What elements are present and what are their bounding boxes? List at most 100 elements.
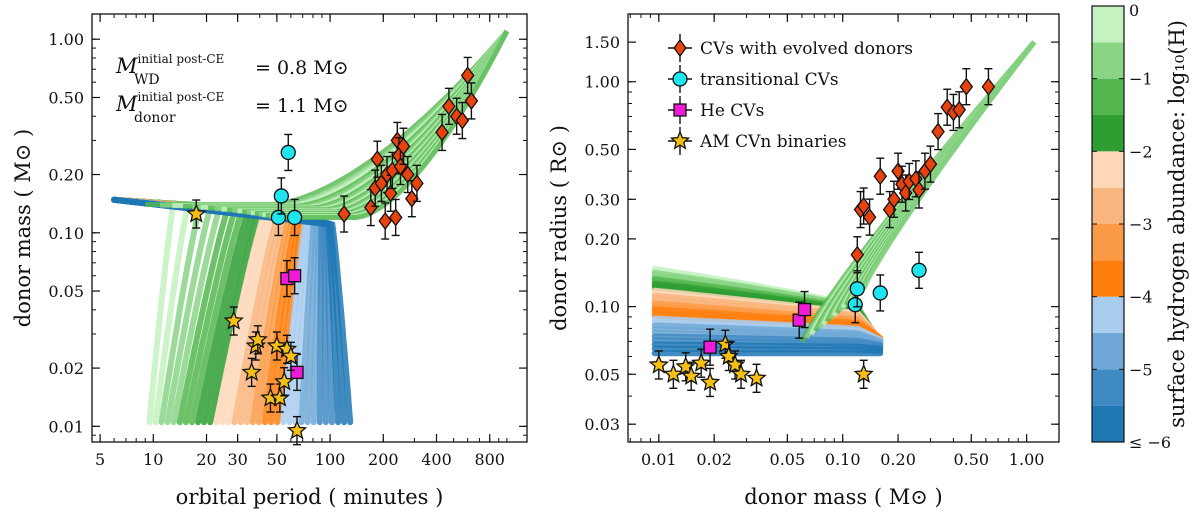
data-point-diamond — [405, 189, 419, 208]
data-point-square — [287, 269, 302, 283]
annotation-wd-mass: Minitial post-CE — [115, 52, 224, 78]
colorbar-bin — [1092, 333, 1124, 370]
colorbar-bin — [1092, 6, 1124, 43]
data-point-diamond — [981, 77, 996, 96]
plot-frame — [627, 13, 1060, 443]
colorbar: 0 −1 −2 −3 −4 −5 ≤ −6 surface hydrogen abundan… — [1091, 1, 1189, 452]
x-tick-label: 800 — [474, 450, 505, 469]
data-point-star — [663, 363, 684, 384]
x-tick-label: 5 — [95, 450, 105, 469]
annotation-wd-sub: WD — [134, 72, 160, 88]
data-point-diamond — [410, 174, 424, 193]
x-tick-label: 400 — [421, 450, 452, 469]
data-point-diamond — [887, 190, 901, 209]
annotation-donor-value: = 1.1 M⊙ — [255, 95, 349, 117]
colorbar-bin — [1092, 187, 1124, 224]
data-point-circle — [270, 209, 287, 226]
x-tick-label: 0.50 — [953, 450, 989, 469]
left-panel: 5 10 20 30 50 100 200 400 800 0.01 0.02 0.05 0.10 0.2… — [11, 13, 528, 509]
x-tick-label: 0.05 — [770, 450, 806, 469]
data-point-diamond — [856, 196, 871, 216]
data-point-diamond — [400, 165, 415, 184]
anno1-main: M — [115, 54, 138, 78]
y-tick-label: 0.10 — [584, 298, 620, 317]
data-point-circle — [872, 285, 888, 301]
left-data-points — [186, 56, 479, 446]
data-point-diamond — [952, 100, 967, 119]
colorbar-label: surface hydrogen abundance: log₁₀(H) — [1165, 20, 1189, 428]
data-point-star — [286, 419, 308, 440]
y-tick-label: 0.01 — [48, 417, 84, 436]
y-tick-label: 0.20 — [48, 166, 84, 185]
data-point-circle — [911, 262, 927, 278]
y-tick-label: 0.20 — [584, 230, 620, 249]
right-y-axis-title: donor radius ( R⊙ ) — [547, 125, 571, 331]
data-point-circle — [280, 144, 296, 161]
colorbar-tick-label: 0 — [1129, 1, 1139, 20]
colorbar-tick-label: ≤ −6 — [1129, 433, 1171, 452]
colorbar-bin — [1092, 224, 1124, 261]
data-point-star — [273, 370, 295, 391]
left-annotation: Minitial post-CE WD = 0.8 M⊙ Minitial po… — [115, 52, 349, 126]
y-tick-label: 0.50 — [48, 88, 84, 107]
annotation-wd-value: = 0.8 M⊙ — [255, 57, 349, 79]
colorbar-bin — [1092, 296, 1124, 333]
data-point-square — [290, 365, 304, 380]
data-point-diamond — [464, 91, 479, 111]
data-point-square — [703, 340, 717, 354]
y-tick-label: 1.00 — [48, 30, 84, 49]
left-ticks: 5 10 20 30 50 100 200 400 800 0.01 0.02 0.05 0.10 0.2… — [48, 14, 527, 469]
anno1-sup: initial post-CE — [138, 52, 225, 66]
data-point-circle — [273, 188, 289, 204]
data-point-circle — [849, 281, 865, 297]
colorbar-tick-label: −2 — [1129, 142, 1153, 161]
right-x-axis-title: donor mass ( M⊙ ) — [744, 485, 942, 509]
x-tick-label: 10 — [143, 450, 163, 469]
legend-marker-diamond — [673, 38, 687, 58]
right-track-low — [651, 341, 884, 352]
data-point-diamond — [850, 245, 865, 264]
anno2-main: M — [115, 92, 138, 116]
colorbar-bin — [1092, 42, 1124, 79]
colorbar-bin — [1092, 260, 1124, 297]
data-point-circle — [286, 209, 303, 226]
colorbar-tick-label: −4 — [1129, 288, 1153, 307]
legend-label: He CVs — [700, 101, 764, 121]
colorbar-tick-label: −5 — [1129, 360, 1153, 379]
anno2-sup: initial post-CE — [138, 90, 225, 104]
right-track-low — [651, 337, 884, 350]
y-tick-label: 0.10 — [48, 224, 84, 243]
data-point-diamond — [923, 155, 938, 174]
data-point-diamond — [435, 123, 449, 142]
colorbar-bin — [1092, 369, 1124, 406]
data-point-square — [797, 302, 812, 317]
x-tick-label: 0.02 — [696, 450, 732, 469]
data-point-diamond — [396, 137, 411, 156]
x-tick-label: 50 — [267, 450, 287, 469]
data-point-star — [241, 361, 262, 382]
left-axes-frame — [91, 13, 528, 443]
legend-label: AM CVn binaries — [699, 132, 846, 152]
colorbar-tick-label: −3 — [1129, 215, 1153, 234]
x-tick-label: 0.20 — [880, 450, 916, 469]
data-point-diamond — [959, 77, 974, 96]
colorbar-bin — [1092, 78, 1124, 115]
y-tick-label: 0.50 — [584, 140, 620, 159]
data-point-diamond — [912, 180, 926, 200]
data-point-diamond — [455, 111, 470, 130]
data-point-star — [186, 203, 207, 223]
data-point-star — [853, 363, 874, 384]
data-point-star — [699, 371, 721, 392]
right-track-low — [651, 345, 884, 354]
data-point-circle — [847, 297, 863, 313]
colorbar-bin — [1092, 151, 1124, 188]
colorbar-bin — [1092, 115, 1124, 152]
annotation-donor-sub: donor — [134, 110, 176, 126]
legend-label: transitional CVs — [700, 70, 839, 90]
left-y-axis-title: donor mass ( M⊙ ) — [11, 129, 35, 327]
y-tick-label: 0.03 — [584, 415, 620, 434]
colorbar-bin — [1092, 405, 1124, 442]
data-point-star — [715, 333, 736, 353]
x-tick-label: 20 — [196, 450, 216, 469]
